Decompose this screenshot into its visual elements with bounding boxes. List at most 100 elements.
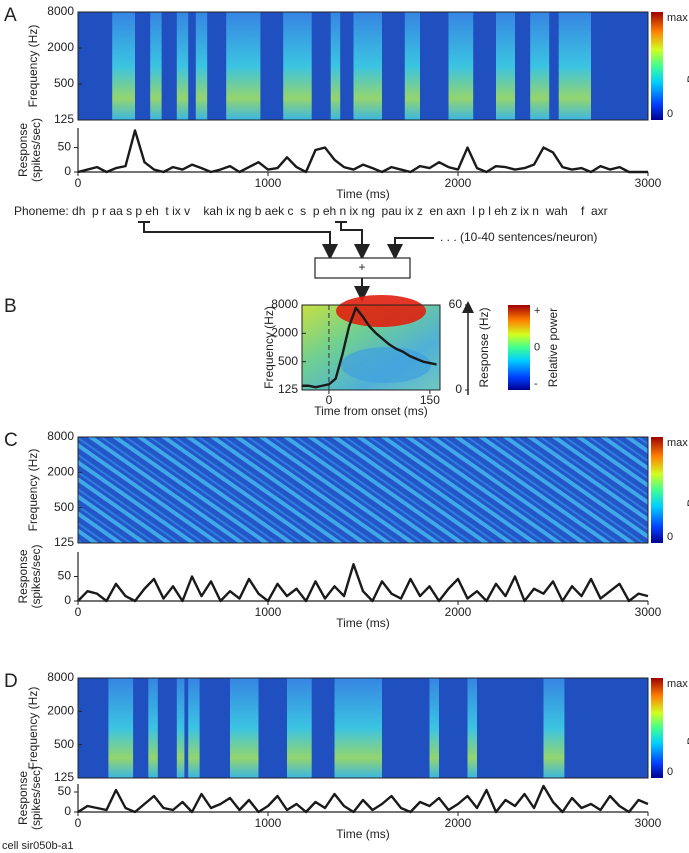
y-tick-label: 2000: [47, 465, 74, 479]
y-axis-label: Frequency (Hz): [262, 306, 276, 389]
colorbar-tick-label: +: [534, 305, 540, 317]
y-axis-label: Frequency (Hz): [26, 687, 40, 770]
colorbar-label: Relative power: [546, 308, 560, 387]
colorbar-label: Power: [685, 711, 689, 745]
colorbar-tick-label: max: [667, 12, 688, 24]
plot-frame: [77, 436, 649, 544]
heatmap-hotspot: [336, 295, 426, 327]
y-axis-label: (spikes/sec): [29, 766, 43, 830]
spectrogram-burst: [530, 12, 550, 120]
plot-frame: [301, 304, 441, 391]
x-axis-label: Time from onset (ms): [314, 404, 428, 418]
response-line: [77, 563, 649, 603]
x-axis-label: Time (ms): [336, 827, 390, 841]
y-tick-label: 2000: [271, 326, 298, 340]
response-line: [77, 129, 648, 174]
x-tick-label: 2000: [445, 816, 472, 830]
y-tick-label: 125: [278, 382, 298, 396]
arrow: [143, 222, 338, 260]
spectrogram-burst: [226, 12, 261, 120]
heatmap-coldspot: [341, 347, 431, 383]
y-axis-label: (spikes/sec): [29, 118, 43, 182]
x-axis-label: Time (ms): [336, 187, 390, 201]
colorbar: [508, 305, 530, 390]
y-tick-label: 0: [64, 164, 71, 178]
colorbar-label: Power: [685, 473, 689, 507]
y-axis-label: Response: [16, 771, 30, 825]
y-tick-label: 8000: [47, 429, 74, 443]
y-tick-label: 50: [58, 140, 72, 154]
y-tick-label: 500: [54, 500, 74, 514]
spectrogram-burst: [429, 678, 439, 778]
x-tick-label: 0: [75, 605, 82, 619]
y-tick-label: 2000: [47, 704, 74, 718]
colorbar-tick-label: 0: [667, 766, 673, 778]
colorbar: [651, 678, 663, 778]
spectrogram-burst: [330, 12, 341, 120]
spectrogram-burst: [334, 678, 382, 778]
spectrogram-burst: [496, 12, 515, 120]
cell-label: cell sir050b-a1: [2, 840, 74, 852]
panel-label: D: [4, 671, 18, 692]
axis: [77, 552, 648, 602]
spectrogram-burst: [188, 678, 200, 778]
x-tick-label: 0: [75, 176, 82, 190]
panel-label: C: [4, 430, 18, 451]
panel-label: A: [4, 5, 17, 26]
y-axis-label: Response: [16, 123, 30, 177]
spectrogram-burst: [176, 12, 189, 120]
spectrogram-burst: [283, 12, 312, 120]
spectrogram-burst: [404, 12, 420, 120]
x-tick-label: 150: [420, 393, 440, 407]
y-tick-label: 8000: [271, 297, 298, 311]
y-tick-label: 0: [64, 593, 71, 607]
spectrogram-burst: [558, 12, 591, 120]
spectrogram-burst: [108, 678, 134, 778]
y2-tick-label: 0: [455, 382, 462, 396]
spectrogram-burst: [112, 12, 135, 120]
spectrogram-burst: [543, 678, 565, 778]
x-tick-label: 1000: [255, 816, 282, 830]
plot-frame: [77, 11, 649, 121]
x-tick-label: 3000: [635, 816, 662, 830]
y-axis-label: Response: [16, 549, 30, 603]
x-tick-label: 1000: [255, 176, 282, 190]
spectrogram-burst: [448, 12, 474, 120]
x-tick-label: 0: [326, 393, 333, 407]
phoneme-line: Phoneme: dh p r aa s p eh t ix v kah ix …: [14, 204, 608, 218]
spectrogram-burst: [150, 12, 162, 120]
y2-axis-label: Response (Hz): [477, 307, 491, 387]
y-tick-label: 8000: [47, 4, 74, 18]
y-tick-label: 50: [58, 569, 72, 583]
y-tick-label: 125: [54, 112, 74, 126]
y-axis-label: (spikes/sec): [29, 544, 43, 608]
y-tick-label: 125: [54, 535, 74, 549]
spectrogram-burst: [353, 12, 382, 120]
colorbar-tick-label: -: [534, 378, 538, 390]
plot-frame: [77, 677, 649, 779]
spectrogram-burst: [230, 678, 259, 778]
arrow: [387, 237, 434, 260]
y-axis-label: Frequency (Hz): [26, 25, 40, 108]
spectrogram-burst: [148, 678, 158, 778]
y-tick-label: 50: [58, 784, 72, 798]
colorbar: [651, 437, 663, 543]
y-tick-label: 0: [64, 804, 71, 818]
y-tick-label: 2000: [47, 40, 74, 54]
y-tick-label: 125: [54, 770, 74, 784]
colorbar-tick-label: 0: [667, 531, 673, 543]
colorbar: [651, 12, 663, 120]
spectrogram-burst: [176, 678, 185, 778]
x-tick-label: 3000: [635, 605, 662, 619]
y2-tick-label: 60: [449, 297, 463, 311]
x-tick-label: 1000: [255, 605, 282, 619]
spectrogram-background: [78, 437, 648, 543]
panel-label: B: [4, 296, 17, 317]
y-tick-label: 500: [54, 737, 74, 751]
colorbar-tick-label: 0: [534, 341, 540, 353]
colorbar-tick-label: max: [667, 678, 688, 690]
y-axis-label: Frequency (Hz): [26, 449, 40, 532]
spectrogram-burst: [195, 12, 208, 120]
colorbar-tick-label: 0: [667, 108, 673, 120]
